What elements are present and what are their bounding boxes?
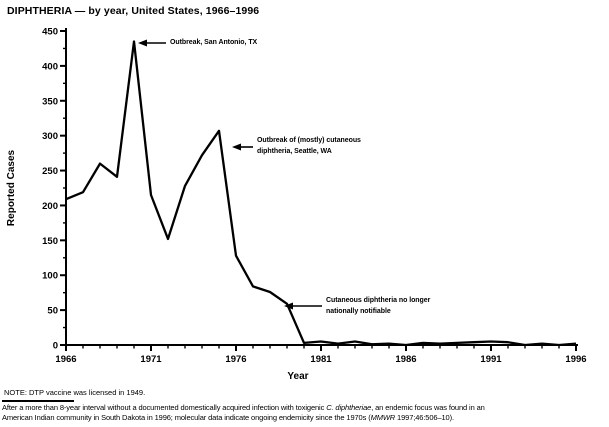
annotation-line: Cutaneous diphtheria no longer bbox=[326, 297, 431, 304]
y-tick-label: 200 bbox=[42, 201, 58, 212]
line-chart: 0 50 100 150 200 250 300 350 400 450 1966 1971 1976 1… bbox=[6, 27, 587, 383]
x-tick-label: 1966 bbox=[55, 354, 76, 365]
y-axis-title: Reported Cases bbox=[6, 149, 17, 226]
x-tick-label: 1971 bbox=[140, 354, 162, 365]
annotation-san-antonio: Outbreak, San Antonio, TX bbox=[170, 38, 257, 49]
annotation-line: nationally notifiable bbox=[326, 307, 391, 315]
y-tick-label: 250 bbox=[42, 166, 58, 177]
y-tick-label: 100 bbox=[42, 271, 58, 282]
annotation-line: diphtheria, Seattle, WA bbox=[257, 147, 332, 155]
x-tick-label: 1981 bbox=[310, 354, 332, 365]
annotation-arrow-seattle bbox=[232, 143, 253, 151]
x-tick-label: 1996 bbox=[565, 354, 586, 365]
y-tick-label: 450 bbox=[42, 27, 58, 38]
x-axis-title: Year bbox=[287, 371, 308, 382]
annotation-seattle: Outbreak of (mostly) cutaneous diphtheri… bbox=[257, 136, 361, 157]
footnote-line: American Indian community in South Dakot… bbox=[2, 412, 454, 422]
y-tick-label: 50 bbox=[47, 306, 58, 317]
axes-and-ticks: 0 50 100 150 200 250 300 350 400 450 1966 1971 1976 1… bbox=[42, 27, 586, 366]
annotation-arrow-cutaneous-notifiable bbox=[284, 302, 322, 310]
annotation-line: Outbreak of (mostly) cutaneous bbox=[257, 137, 361, 144]
x-tick-label: 1991 bbox=[480, 354, 502, 365]
series-line-reported-cases bbox=[65, 40, 577, 347]
x-tick-label: 1986 bbox=[395, 354, 416, 365]
note-text: NOTE: DTP vaccine was licensed in 1949. bbox=[4, 388, 146, 397]
annotation-cutaneous-notifiable: Cutaneous diphtheria no longer nationall… bbox=[326, 296, 430, 317]
annotation-arrow-san-antonio bbox=[138, 39, 166, 47]
y-tick-label: 150 bbox=[42, 236, 58, 247]
annotation-line: Outbreak, San Antonio, TX bbox=[170, 39, 258, 46]
chart-title: DIPHTHERIA — by year, United States, 196… bbox=[7, 5, 260, 17]
footnote-divider bbox=[2, 400, 74, 402]
y-tick-label: 400 bbox=[42, 61, 58, 72]
footnote-text: After a more than 8-year interval withou… bbox=[2, 403, 607, 422]
x-tick-label: 1976 bbox=[225, 354, 246, 365]
footnote-line: After a more than 8-year interval withou… bbox=[2, 403, 485, 412]
y-tick-label: 350 bbox=[42, 96, 58, 107]
y-tick-label: 300 bbox=[42, 131, 58, 142]
y-tick-label: 0 bbox=[53, 341, 58, 352]
